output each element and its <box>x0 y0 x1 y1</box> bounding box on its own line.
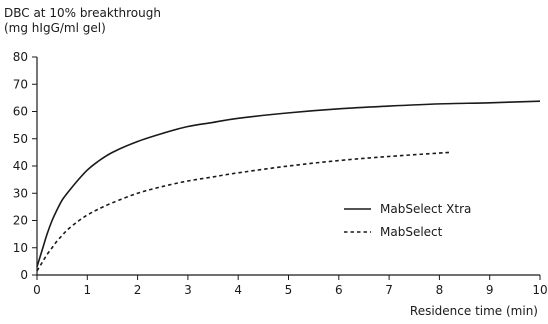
y-tick-label: 30 <box>13 186 28 200</box>
y-axis-label-line1: DBC at 10% breakthrough <box>4 6 161 20</box>
x-tick-label: 8 <box>436 283 444 297</box>
y-tick-label: 50 <box>13 132 28 146</box>
x-tick-label: 10 <box>532 283 547 297</box>
series-line-mabselect <box>36 151 450 272</box>
x-tick-label: 6 <box>335 283 343 297</box>
x-axis-label: Residence time (min) <box>409 304 538 318</box>
y-axis-label-line2: (mg hIgG/ml gel) <box>4 21 106 35</box>
legend: MabSelect Xtra MabSelect <box>344 202 471 239</box>
legend-label: MabSelect Xtra <box>380 202 471 216</box>
y-tick-label: 40 <box>13 159 28 173</box>
y-tick-label: 10 <box>13 241 28 255</box>
x-tick-label: 5 <box>285 283 293 297</box>
x-tick-label: 9 <box>486 283 494 297</box>
x-tick-label: 3 <box>184 283 192 297</box>
y-tick-label: 70 <box>13 77 28 91</box>
x-tick-label: 1 <box>83 283 91 297</box>
series-line-mabselect-xtra <box>36 100 541 268</box>
x-tick-label: 0 <box>33 283 41 297</box>
y-tick-label: 80 <box>13 50 28 64</box>
x-tick-label: 2 <box>134 283 142 297</box>
y-tick-label: 60 <box>13 105 28 119</box>
y-tick-label: 0 <box>20 268 28 282</box>
legend-label: MabSelect <box>380 225 443 239</box>
x-tick-label: 7 <box>385 283 393 297</box>
x-tick-label: 4 <box>234 283 242 297</box>
axes: 0 1 2 3 4 5 6 7 8 9 10 0 10 20 30 40 50 60 70 80 <box>13 50 548 297</box>
y-tick-label: 20 <box>13 214 28 228</box>
plot-area <box>36 100 541 272</box>
